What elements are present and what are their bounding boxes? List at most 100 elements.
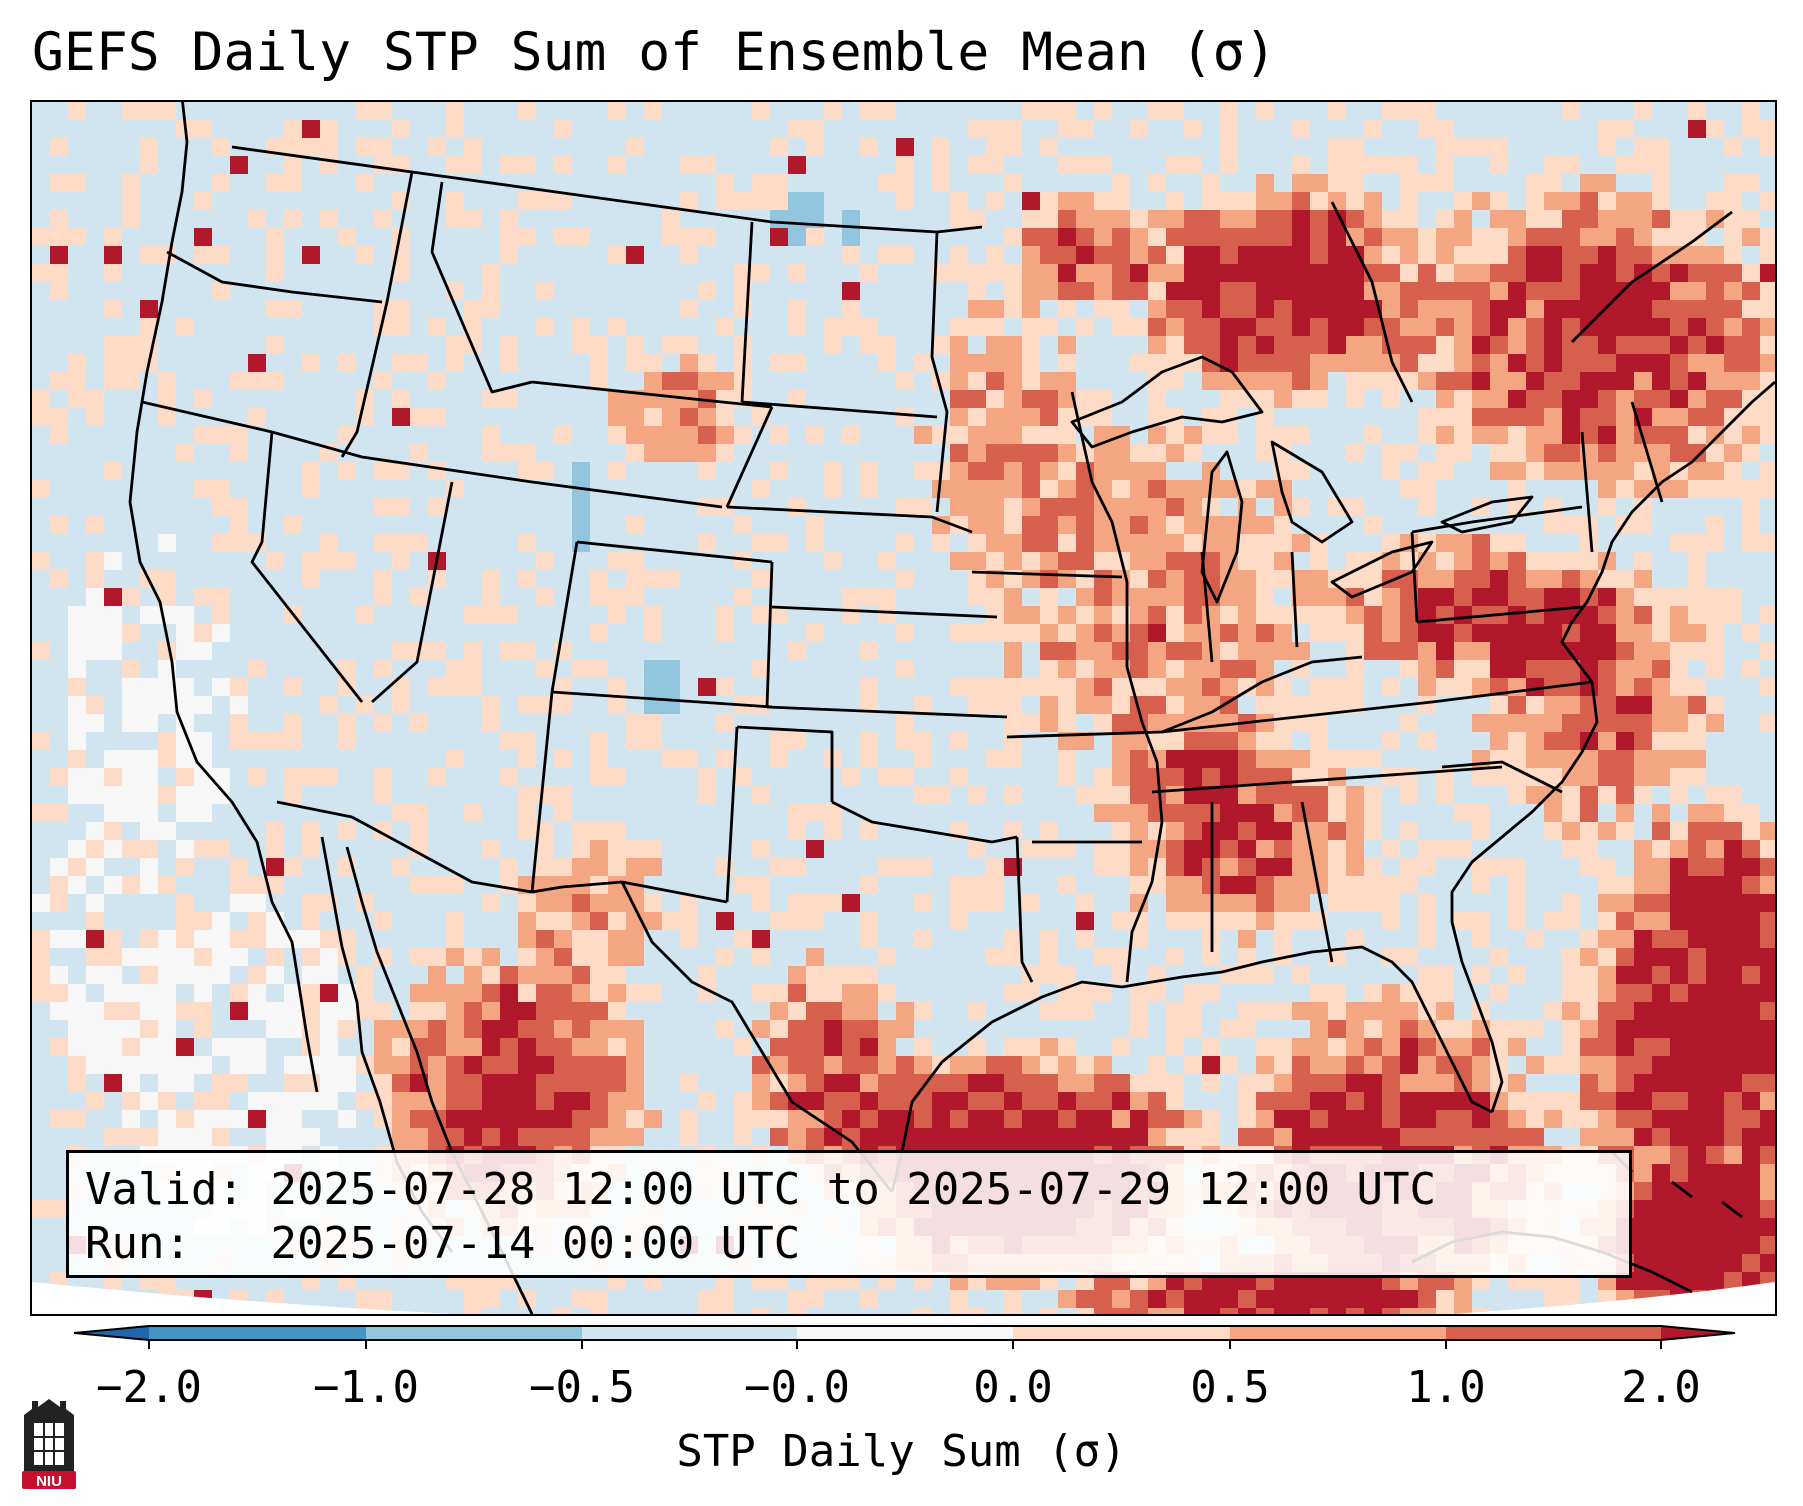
anomaly-cell: [1256, 282, 1274, 300]
anomaly-cell: [1706, 1056, 1724, 1074]
anomaly-cell: [572, 1020, 590, 1038]
colorbar-tick-label: −1.0: [313, 1362, 419, 1413]
anomaly-cell: [1760, 912, 1775, 930]
anomaly-cell: [1652, 624, 1670, 642]
anomaly-cell: [302, 984, 320, 1002]
anomaly-cell: [950, 912, 968, 930]
anomaly-cell: [1490, 246, 1508, 264]
anomaly-cell: [644, 624, 662, 642]
lake-ontario: [1440, 495, 1534, 534]
anomaly-cell: [1616, 606, 1634, 624]
anomaly-cell: [860, 696, 878, 714]
anomaly-cell: [932, 1128, 950, 1146]
anomaly-cell: [716, 1290, 734, 1308]
anomaly-cell: [590, 1074, 608, 1092]
anomaly-cell: [842, 1038, 860, 1056]
anomaly-cell: [1256, 552, 1274, 570]
anomaly-cell: [1166, 1092, 1184, 1110]
anomaly-cell: [194, 786, 212, 804]
anomaly-cell: [1166, 444, 1184, 462]
anomaly-cell: [1742, 498, 1760, 516]
anomaly-cell: [1616, 336, 1634, 354]
anomaly-cell: [1328, 1110, 1346, 1128]
anomaly-cell: [1328, 102, 1346, 120]
anomaly-cell: [824, 984, 842, 1002]
anomaly-cell: [752, 1110, 770, 1128]
anomaly-cell: [1256, 858, 1274, 876]
anomaly-cell: [1724, 858, 1742, 876]
anomaly-cell: [518, 1038, 536, 1056]
anomaly-cell: [1220, 660, 1238, 678]
anomaly-cell: [1418, 678, 1436, 696]
anomaly-cell: [1058, 246, 1076, 264]
anomaly-cell: [644, 606, 662, 624]
anomaly-cell: [1076, 210, 1094, 228]
anomaly-cell: [1274, 732, 1292, 750]
anomaly-cell: [518, 642, 536, 660]
anomaly-cell: [1688, 912, 1706, 930]
anomaly-cell: [194, 390, 212, 408]
anomaly-cell: [1256, 264, 1274, 282]
anomaly-cell: [1130, 840, 1148, 858]
anomaly-cell: [986, 552, 1004, 570]
anomaly-cell: [1616, 822, 1634, 840]
anomaly-cell: [1706, 534, 1724, 552]
anomaly-cell: [1094, 840, 1112, 858]
anomaly-cell: [554, 858, 572, 876]
anomaly-cell: [986, 318, 1004, 336]
anomaly-cell: [1202, 984, 1220, 1002]
anomaly-cell: [1292, 282, 1310, 300]
anomaly-cell: [1202, 210, 1220, 228]
anomaly-cell: [1472, 804, 1490, 822]
anomaly-cell: [1634, 156, 1652, 174]
anomaly-cell: [1112, 282, 1130, 300]
anomaly-cell: [1472, 138, 1490, 156]
anomaly-cell: [1598, 876, 1616, 894]
anomaly-cell: [878, 606, 896, 624]
anomaly-cell: [1058, 876, 1076, 894]
anomaly-cell: [1076, 1290, 1094, 1308]
anomaly-cell: [1256, 372, 1274, 390]
anomaly-cell: [1382, 912, 1400, 930]
anomaly-cell: [284, 1020, 302, 1038]
anomaly-cell: [302, 354, 320, 372]
anomaly-cell: [1598, 120, 1616, 138]
anomaly-cell: [1760, 354, 1775, 372]
anomaly-cell: [1418, 1020, 1436, 1038]
anomaly-cell: [1346, 1110, 1364, 1128]
anomaly-cell: [1058, 1074, 1076, 1092]
anomaly-cell: [1256, 300, 1274, 318]
anomaly-cell: [1454, 300, 1472, 318]
anomaly-cell: [518, 444, 536, 462]
anomaly-cell: [248, 210, 266, 228]
anomaly-cell: [104, 588, 122, 606]
anomaly-cell: [1022, 624, 1040, 642]
anomaly-cell: [1418, 642, 1436, 660]
anomaly-cell: [1202, 336, 1220, 354]
anomaly-cell: [194, 930, 212, 948]
anomaly-cell: [212, 1128, 230, 1146]
anomaly-cell: [878, 768, 896, 786]
nm-east-border: [725, 726, 739, 903]
anomaly-cell: [356, 174, 374, 192]
anomaly-cell: [1580, 1128, 1598, 1146]
anomaly-cell: [932, 1092, 950, 1110]
anomaly-cell: [1418, 318, 1436, 336]
anomaly-cell: [122, 1002, 140, 1020]
anomaly-cell: [1256, 714, 1274, 732]
anomaly-cell: [1058, 660, 1076, 678]
anomaly-cell: [1238, 606, 1256, 624]
anomaly-cell: [212, 786, 230, 804]
anomaly-cell: [410, 948, 428, 966]
anomaly-cell: [1256, 174, 1274, 192]
anomaly-cell: [212, 588, 230, 606]
anomaly-cell: [1166, 1074, 1184, 1092]
anomaly-cell: [1472, 408, 1490, 426]
anomaly-cell: [1238, 354, 1256, 372]
anomaly-cell: [860, 588, 878, 606]
anomaly-cell: [1652, 1200, 1670, 1218]
anomaly-cell: [1220, 408, 1238, 426]
anomaly-cell: [86, 966, 104, 984]
anomaly-cell: [896, 1020, 914, 1038]
anomaly-cell: [1292, 120, 1310, 138]
